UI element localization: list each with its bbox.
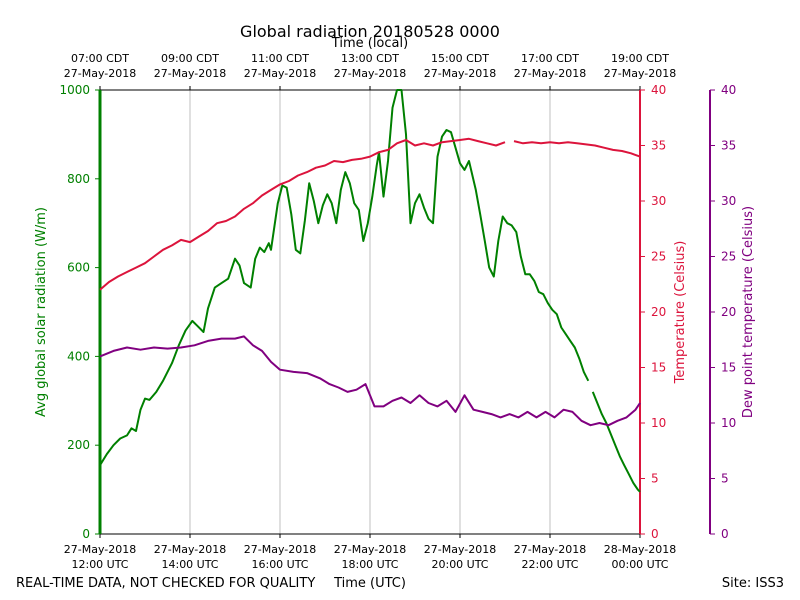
x-tick-label: 27-May-2018 — [424, 543, 496, 556]
temperature-tick-label: 15 — [651, 361, 666, 375]
top-tick-label: 27-May-2018 — [334, 67, 406, 80]
top-tick-label: 07:00 CDT — [71, 52, 129, 65]
temperature-tick-label: 40 — [651, 83, 666, 97]
top-tick-label: 13:00 CDT — [341, 52, 399, 65]
dewpoint-tick-label: 5 — [721, 472, 729, 486]
dewpoint-series-line — [99, 335, 641, 427]
dewpoint-tick-label: 15 — [721, 361, 736, 375]
x-tick-label: 27-May-2018 — [154, 543, 226, 556]
x-tick-label: 28-May-2018 — [604, 543, 676, 556]
chart-title: Global radiation 20180528 0000 — [240, 22, 500, 41]
temperature-tick-label: 20 — [651, 305, 666, 319]
top-axis-label: Time (local) — [331, 36, 408, 51]
dewpoint-tick-label: 20 — [721, 305, 736, 319]
top-tick-label: 19:00 CDT — [611, 52, 669, 65]
x-tick-label: 16:00 UTC — [251, 558, 308, 571]
dewpoint-tick-label: 25 — [721, 250, 736, 264]
radiation-tick-label: 0 — [82, 527, 90, 541]
x-tick-label: 27-May-2018 — [334, 543, 406, 556]
footer-left: REAL-TIME DATA, NOT CHECKED FOR QUALITY — [16, 576, 315, 591]
x-tick-label: 27-May-2018 — [64, 543, 136, 556]
radiation-tick-label: 400 — [67, 349, 90, 363]
top-tick-label: 27-May-2018 — [64, 67, 136, 80]
dewpoint-tick-label: 40 — [721, 83, 736, 97]
radiation-tick-label: 600 — [67, 261, 90, 275]
top-tick-label: 09:00 CDT — [161, 52, 219, 65]
x-tick-label: 27-May-2018 — [514, 543, 586, 556]
temperature-tick-label: 10 — [651, 416, 666, 430]
radiation-axis-label: Avg global solar radiation (W/m) — [34, 207, 49, 417]
top-tick-label: 17:00 CDT — [521, 52, 579, 65]
x-tick-label: 12:00 UTC — [71, 558, 128, 571]
x-tick-label: 20:00 UTC — [431, 558, 488, 571]
x-tick-label: 14:00 UTC — [161, 558, 218, 571]
bottom-axis-label: Time (UTC) — [333, 576, 406, 591]
temperature-tick-label: 0 — [651, 527, 659, 541]
dewpoint-tick-label: 35 — [721, 139, 736, 153]
temperature-tick-label: 35 — [651, 139, 666, 153]
top-tick-label: 27-May-2018 — [424, 67, 496, 80]
temperature-tick-label: 30 — [651, 194, 666, 208]
dewpoint-tick-label: 30 — [721, 194, 736, 208]
top-tick-label: 27-May-2018 — [244, 67, 316, 80]
radiation-tick-label: 1000 — [59, 83, 90, 97]
top-tick-label: 11:00 CDT — [251, 52, 309, 65]
dewpoint-axis-label: Dew point temperature (Celsius) — [741, 206, 756, 418]
dewpoint-tick-label: 0 — [721, 527, 729, 541]
footer-right: Site: ISS3 — [722, 576, 784, 591]
radiation-series-line — [591, 391, 641, 493]
temperature-tick-label: 25 — [651, 250, 666, 264]
x-tick-label: 00:00 UTC — [611, 558, 668, 571]
radiation-tick-label: 800 — [67, 172, 90, 186]
top-tick-label: 27-May-2018 — [154, 67, 226, 80]
radiation-tick-label: 200 — [67, 438, 90, 452]
temperature-axis-label: Temperature (Celsius) — [673, 241, 688, 385]
temperature-tick-label: 5 — [651, 472, 659, 486]
x-tick-label: 22:00 UTC — [521, 558, 578, 571]
temperature-series-line — [99, 137, 506, 291]
radiation-series-line — [99, 89, 590, 466]
x-tick-label: 27-May-2018 — [244, 543, 316, 556]
temperature-series-line — [513, 140, 641, 158]
dewpoint-tick-label: 10 — [721, 416, 736, 430]
x-tick-label: 18:00 UTC — [341, 558, 398, 571]
top-tick-label: 27-May-2018 — [604, 67, 676, 80]
top-tick-label: 27-May-2018 — [514, 67, 586, 80]
top-tick-label: 15:00 CDT — [431, 52, 489, 65]
